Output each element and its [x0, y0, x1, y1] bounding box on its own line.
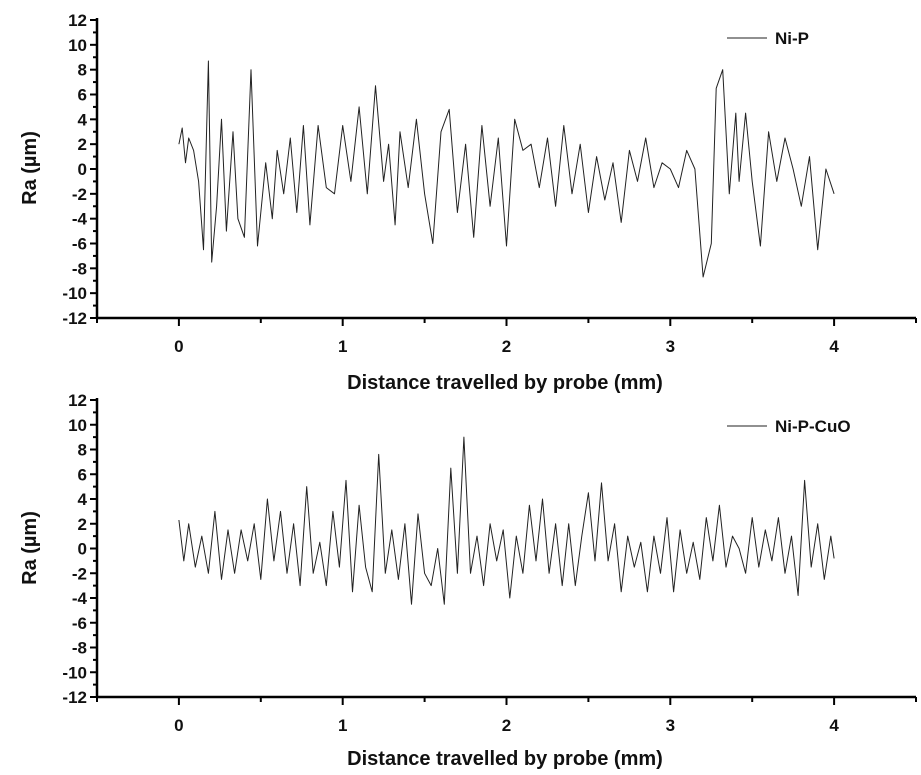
y-tick-label: -10: [62, 284, 87, 303]
x-tick-label: 4: [829, 716, 839, 735]
x-tick-label: 1: [338, 337, 347, 356]
y-tick-label: -6: [72, 235, 87, 254]
y-tick-label: 2: [78, 135, 87, 154]
x-axis-label: Distance travelled by probe (mm): [347, 372, 663, 394]
y-tick-label: 4: [78, 110, 88, 129]
x-tick-label: 1: [338, 716, 347, 735]
chart-bottom-legend: Ni-P-CuO: [727, 417, 851, 436]
x-tick-label: 3: [666, 337, 675, 356]
legend-label: Ni-P-CuO: [775, 417, 851, 436]
y-tick-label: 10: [68, 36, 87, 55]
y-tick-label: -4: [72, 589, 88, 608]
y-tick-label: -12: [62, 688, 87, 707]
y-tick-label: -8: [72, 259, 87, 278]
chart-bottom-series: [178, 436, 835, 605]
y-tick-label: 2: [78, 515, 87, 534]
y-tick-label: -4: [72, 210, 88, 229]
y-tick-label: 8: [78, 61, 87, 80]
y-tick-label: -2: [72, 564, 87, 583]
y-axis-label: Ra (µm): [19, 131, 41, 205]
x-tick-label: 3: [666, 716, 675, 735]
x-tick-label: 4: [829, 337, 839, 356]
chart-top-series: [178, 60, 835, 278]
y-tick-label: 8: [78, 441, 87, 460]
y-tick-label: -6: [72, 614, 87, 633]
chart-top-legend: Ni-P: [727, 29, 809, 48]
y-tick-label: -2: [72, 185, 87, 204]
y-tick-label: 12: [68, 11, 87, 30]
y-tick-label: 4: [78, 490, 88, 509]
x-tick-label: 2: [502, 716, 511, 735]
x-tick-label: 0: [174, 716, 183, 735]
y-tick-label: -12: [62, 309, 87, 328]
y-tick-label: 6: [78, 86, 87, 105]
x-tick-label: 0: [174, 337, 183, 356]
x-tick-label: 2: [502, 337, 511, 356]
y-tick-label: -10: [62, 663, 87, 682]
legend-label: Ni-P: [775, 29, 809, 48]
y-tick-label: 10: [68, 416, 87, 435]
y-tick-label: 12: [68, 391, 87, 410]
y-tick-label: 0: [78, 160, 87, 179]
y-axis-label: Ra (µm): [19, 511, 41, 585]
x-axis-label: Distance travelled by probe (mm): [347, 748, 663, 770]
series-line-ni-p: [178, 60, 835, 278]
y-tick-label: 0: [78, 540, 87, 559]
series-line-ni-p-cuo: [178, 436, 835, 605]
y-tick-label: -8: [72, 639, 87, 658]
y-tick-label: 6: [78, 465, 87, 484]
